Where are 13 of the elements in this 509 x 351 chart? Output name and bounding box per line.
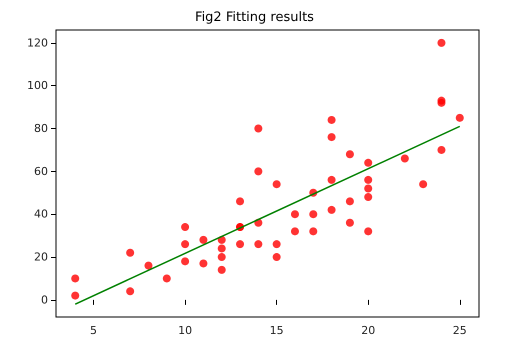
x-tick-label: 5: [90, 324, 98, 337]
y-tick-label: 60: [34, 164, 48, 178]
chart-title: Fig2 Fitting results: [195, 10, 314, 25]
x-tick-label: 20: [361, 324, 376, 337]
y-tick-label: 40: [34, 208, 48, 221]
y-tick-label: 100: [27, 79, 48, 92]
y-tick-label: 120: [27, 36, 48, 50]
x-tick-label: 25: [452, 324, 467, 337]
y-tick-label: 0: [41, 293, 48, 306]
y-tick-label: 20: [34, 250, 48, 264]
y-tick-label: 80: [34, 122, 48, 136]
x-tick-label: 15: [270, 324, 284, 337]
x-tick-label: 10: [178, 324, 192, 337]
